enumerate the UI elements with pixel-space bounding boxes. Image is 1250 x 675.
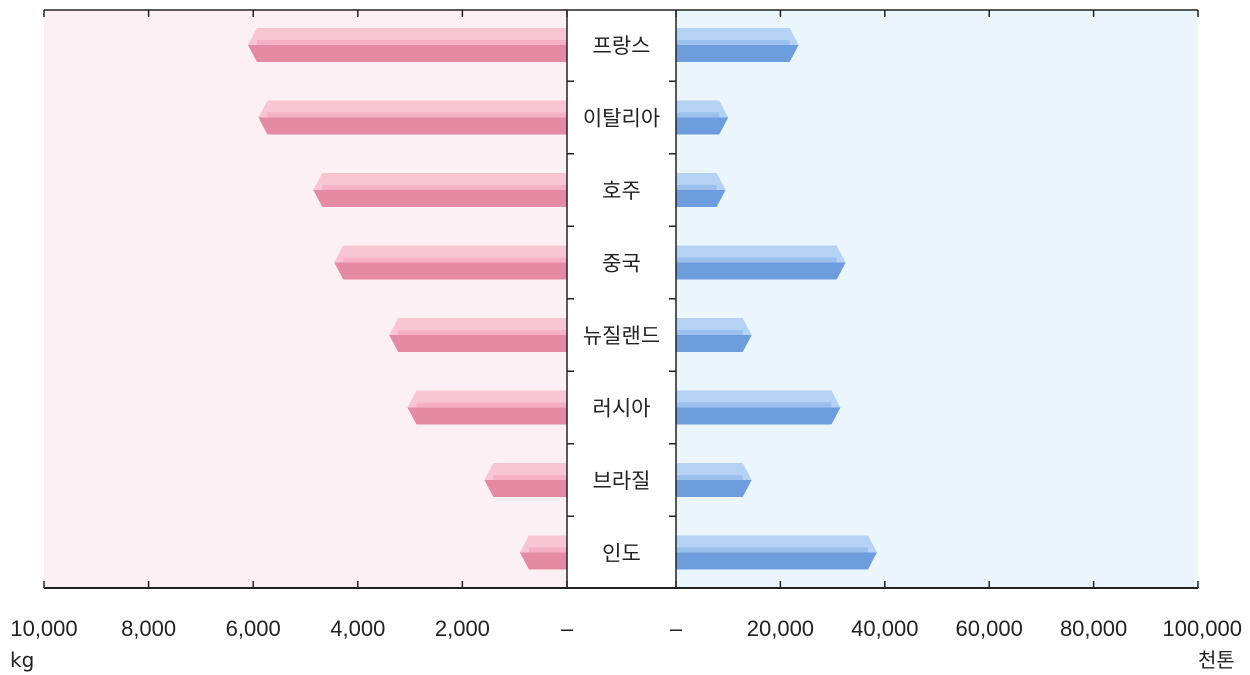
category-label: 이탈리아 bbox=[583, 107, 660, 131]
left-tick-label: 10,000 bbox=[10, 616, 77, 641]
right-unit-label: 천톤 bbox=[1198, 648, 1235, 672]
left-bar-highlight bbox=[493, 475, 567, 480]
right-bar-bottom-facet bbox=[676, 480, 752, 497]
category-label: 프랑스 bbox=[593, 34, 651, 58]
right-tick-label: 20,000 bbox=[747, 616, 814, 641]
left-bar-highlight bbox=[343, 257, 567, 263]
right-bar bbox=[676, 173, 726, 207]
right-bar-highlight bbox=[676, 547, 868, 553]
left-tick-label: 2,000 bbox=[435, 616, 490, 641]
left-bar-bottom-facet bbox=[258, 117, 567, 135]
center-panel-bg bbox=[567, 10, 676, 588]
right-bar bbox=[676, 245, 846, 280]
left-tick-label: 6,000 bbox=[226, 616, 281, 641]
right-bar-highlight bbox=[676, 40, 790, 45]
left-bar-bottom-facet bbox=[519, 552, 567, 570]
right-bar-highlight bbox=[676, 257, 837, 263]
left-bar-highlight bbox=[416, 402, 567, 408]
right-tick-label: 100,000 bbox=[1162, 616, 1242, 641]
right-bar-bottom-facet bbox=[676, 552, 877, 570]
left-panel-bg bbox=[44, 10, 567, 588]
right-panel-bg bbox=[676, 10, 1198, 588]
right-bar-highlight bbox=[676, 402, 832, 408]
left-bar-bottom-facet bbox=[247, 45, 567, 62]
left-bar-highlight bbox=[267, 112, 567, 118]
left-bar bbox=[519, 535, 567, 570]
right-tick-label: – bbox=[670, 616, 683, 641]
left-bar bbox=[313, 173, 567, 207]
category-label: 브라질 bbox=[593, 469, 651, 493]
left-tick-label: 4,000 bbox=[330, 616, 385, 641]
left-bar-highlight bbox=[256, 40, 567, 45]
right-bar-bottom-facet bbox=[676, 407, 841, 425]
left-bar-bottom-facet bbox=[484, 480, 567, 497]
category-label: 호주 bbox=[602, 179, 641, 203]
category-label: 러시아 bbox=[593, 397, 651, 421]
right-bar-bottom-facet bbox=[676, 117, 729, 135]
right-bar-highlight bbox=[676, 112, 720, 118]
left-bar-bottom-facet bbox=[389, 335, 567, 352]
right-bar-bottom-facet bbox=[676, 335, 752, 352]
category-label: 중국 bbox=[602, 252, 641, 276]
left-bar bbox=[389, 318, 567, 352]
right-bar bbox=[676, 463, 752, 497]
category-label: 뉴질랜드 bbox=[583, 324, 660, 348]
left-bar-highlight bbox=[528, 547, 567, 553]
left-bar-highlight bbox=[398, 330, 567, 335]
right-bar-bottom-facet bbox=[676, 262, 846, 280]
right-bar bbox=[676, 100, 729, 135]
left-unit-label: kg bbox=[10, 648, 34, 672]
right-bar bbox=[676, 390, 841, 425]
right-tick-label: 40,000 bbox=[851, 616, 918, 641]
category-label: 인도 bbox=[602, 542, 641, 566]
left-tick-label: 8,000 bbox=[121, 616, 176, 641]
left-bar bbox=[407, 390, 567, 425]
left-bar-highlight bbox=[322, 185, 567, 190]
left-bar bbox=[247, 28, 567, 62]
right-bar-highlight bbox=[676, 185, 717, 190]
right-bar bbox=[676, 28, 799, 62]
right-tick-label: 60,000 bbox=[956, 616, 1023, 641]
left-bar-bottom-facet bbox=[313, 190, 567, 207]
right-bar-highlight bbox=[676, 475, 743, 480]
left-bar bbox=[334, 245, 567, 280]
right-bar-highlight bbox=[676, 330, 743, 335]
left-bar-bottom-facet bbox=[407, 407, 567, 425]
left-bar-bottom-facet bbox=[334, 262, 567, 280]
right-bar-bottom-facet bbox=[676, 190, 726, 207]
right-bar bbox=[676, 318, 752, 352]
right-bar bbox=[676, 535, 877, 570]
left-bar bbox=[484, 463, 567, 497]
left-bar bbox=[258, 100, 567, 135]
right-tick-label: 80,000 bbox=[1060, 616, 1127, 641]
left-tick-label: – bbox=[561, 616, 574, 641]
right-bar-bottom-facet bbox=[676, 45, 799, 62]
